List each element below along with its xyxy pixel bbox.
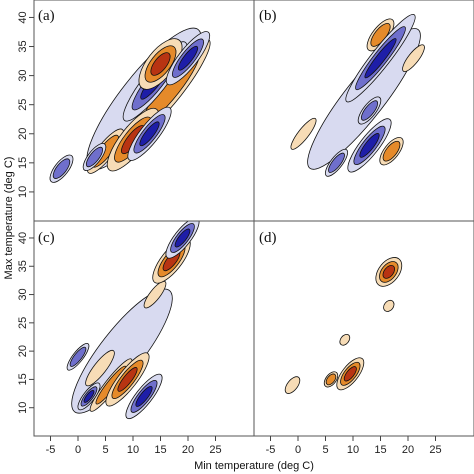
contour-neg3-2-7 xyxy=(135,385,153,407)
y-tick-label-bottom-5: 35 xyxy=(17,260,29,272)
contour-pos1-2-2 xyxy=(143,280,167,309)
x-tick-label-1-1: 0 xyxy=(295,444,301,456)
contour-pos3-0-7 xyxy=(150,52,171,76)
contour-neg2-0-4 xyxy=(85,146,104,168)
contour-neg2-1-5 xyxy=(360,100,379,121)
y-tick-label-top-2: 20 xyxy=(17,128,29,140)
panel-label-c: (c) xyxy=(38,230,55,246)
y-tick-label-top-5: 35 xyxy=(17,40,29,52)
x-tick-label-1-5: 20 xyxy=(402,444,414,456)
y-tick-label-bottom-3: 25 xyxy=(17,317,29,329)
contour-neg3-2-9 xyxy=(83,389,95,403)
contour-pos1-1-2 xyxy=(402,44,425,72)
y-tick-label-bottom-2: 20 xyxy=(17,345,29,357)
contour-pos1-1-1 xyxy=(290,117,317,150)
x-tick-label-0-2: 5 xyxy=(102,444,108,456)
y-tick-label-bottom-1: 15 xyxy=(17,373,29,385)
y-tick-label-bottom-0: 10 xyxy=(17,402,29,414)
x-tick-label-1-4: 15 xyxy=(374,444,386,456)
x-tick-label-1-0: -5 xyxy=(266,444,276,456)
y-tick-label-top-6: 40 xyxy=(17,11,29,23)
y-tick-label-top-3: 25 xyxy=(17,99,29,111)
x-tick-label-0-1: 0 xyxy=(75,444,81,456)
panel-b xyxy=(290,14,425,177)
x-axis-label: Min temperature (deg C) xyxy=(194,460,314,472)
x-tick-label-0-5: 20 xyxy=(182,444,194,456)
y-tick-label-bottom-6: 40 xyxy=(17,232,29,244)
contour-pos2-1-4 xyxy=(382,140,401,162)
axis-ticks: -5 0 5 10 15 20 25 -5 0 5 10 15 20 25 10 15 20 25 30 35 40 10… xyxy=(17,11,442,456)
panel-a xyxy=(49,27,211,183)
contour-pos2-3-3 xyxy=(325,373,337,386)
panel-label-d: (d) xyxy=(259,230,277,246)
y-axis-label: Max temperature (deg C) xyxy=(3,157,15,280)
contour-neg2-2-4 xyxy=(69,346,87,367)
x-tick-label-1-2: 5 xyxy=(322,444,328,456)
contour-pos1-2-1 xyxy=(85,349,115,387)
panel-label-a: (a) xyxy=(38,8,55,24)
x-tick-label-1-3: 10 xyxy=(347,444,359,456)
y-tick-label-top-0: 10 xyxy=(17,186,29,198)
contour-neg3-2-8 xyxy=(174,228,191,248)
contour-pos1-3-1 xyxy=(383,299,395,312)
x-tick-label-0-3: 10 xyxy=(127,444,139,456)
contour-neg2-0-3 xyxy=(52,158,71,179)
y-tick-label-bottom-4: 30 xyxy=(17,288,29,300)
panel-d xyxy=(284,257,403,394)
x-tick-label-0-6: 25 xyxy=(209,444,221,456)
contour-neg3-0-9 xyxy=(177,45,199,71)
contour-neg3-0-8 xyxy=(139,121,160,147)
x-tick-label-1-6: 25 xyxy=(429,444,441,456)
panel-label-b: (b) xyxy=(259,8,277,24)
y-tick-label-top-1: 15 xyxy=(17,157,29,169)
panel-c xyxy=(66,221,200,420)
contour-pos1-3-2 xyxy=(339,333,351,346)
panel-frame xyxy=(33,0,474,437)
contour-pos3-3-4 xyxy=(382,265,396,279)
contour-neg2-1-6 xyxy=(328,152,345,173)
y-tick-label-top-4: 30 xyxy=(17,69,29,81)
contour-pos3-3-5 xyxy=(343,366,357,382)
contour-pos1-3-0 xyxy=(284,376,301,394)
contour-neg3-1-8 xyxy=(359,133,380,158)
x-tick-label-0-0: -5 xyxy=(46,444,56,456)
contour-neg3-1-7 xyxy=(364,38,397,79)
contour-neg1-1-0 xyxy=(307,28,421,170)
x-tick-label-0-4: 15 xyxy=(154,444,166,456)
contour-pos3-2-5 xyxy=(117,367,138,392)
